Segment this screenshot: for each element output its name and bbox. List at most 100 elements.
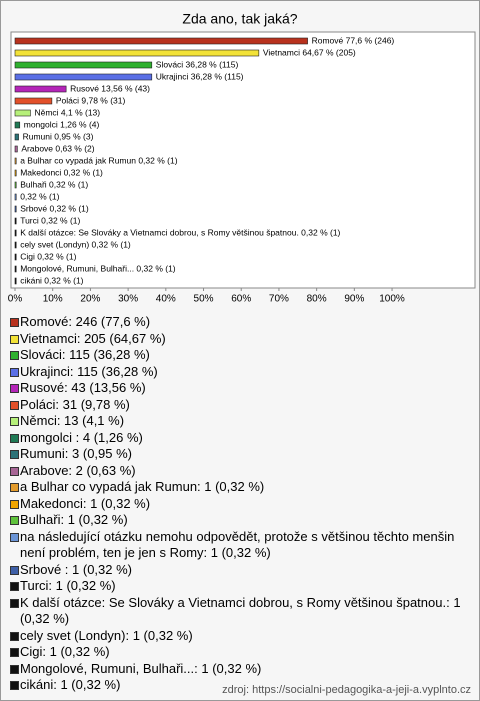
value-label: K další otázce: Se Slováky a Vietnamci d… (20, 227, 340, 237)
bar (14, 145, 18, 153)
x-tick-label: 70% (269, 294, 289, 305)
chart-title: Zda ano, tak jaká? (182, 11, 297, 27)
bar (14, 97, 53, 105)
legend-item: a Bulhar co vypadá jak Rumun: 1 (0,32 %) (10, 479, 472, 496)
value-label: a Bulhar co vypadá jak Rumun 0,32 % (1) (20, 155, 178, 165)
legend-swatch (10, 433, 19, 443)
bar (14, 109, 31, 117)
bar (14, 157, 17, 165)
legend-label: mongolci : 4 (1,26 %) (20, 429, 143, 445)
legend-item: Srbové : 1 (0,32 %) (10, 562, 472, 579)
bar (14, 169, 17, 177)
legend-swatch (10, 648, 19, 657)
legend-label: Rumuni: 3 (0,95 %) (20, 446, 132, 461)
legend-swatch (10, 351, 19, 360)
value-label: Slováci 36,28 % (115) (156, 59, 239, 69)
legend-item: Ukrajinci: 115 (36,28 %) (10, 364, 472, 381)
legend-item: Cigi: 1 (0,32 %) (10, 644, 472, 661)
legend-item: Turci: 1 (0,32 %) (10, 578, 472, 595)
legend-item: Arabove: 2 (0,63 %) (10, 463, 472, 480)
x-tick-label: 10% (43, 294, 63, 305)
legend-swatch (10, 384, 19, 393)
value-label: Poláci 9,78 % (31) (56, 95, 126, 105)
value-label: Němci 4,1 % (13) (34, 107, 100, 117)
legend-swatch (10, 582, 19, 591)
bar (14, 49, 260, 57)
legend-swatch (10, 483, 19, 492)
value-label: Srbové 0,32 % (1) (20, 203, 89, 213)
bar (14, 73, 153, 81)
value-label: 0,32 % (1) (20, 191, 59, 201)
bar (14, 37, 308, 45)
value-label: Ukrajinci 36,28 % (115) (156, 71, 244, 81)
value-label: Cigi 0,32 % (1) (20, 251, 76, 261)
legend-item: mongolci : 4 (1,26 %) (10, 430, 472, 447)
legend-swatch (10, 400, 19, 410)
legend-swatch (10, 664, 19, 674)
legend-swatch (10, 598, 19, 608)
legend-item: K další otázce: Se Slováky a Vietnamci d… (10, 595, 472, 628)
value-label: Bulhaři 0,32 % (1) (20, 179, 88, 189)
x-tick-label: 90% (344, 294, 364, 305)
legend-item: Poláci: 31 (9,78 %) (10, 397, 472, 414)
value-label: mongolci 1,26 % (4) (24, 119, 100, 129)
legend-swatch (10, 318, 19, 327)
legend-label: Slováci: 115 (36,28 %) (20, 347, 150, 362)
legend-label: cikáni: 1 (0,32 %) (20, 677, 121, 692)
legend-swatch (10, 499, 19, 509)
bar (14, 265, 17, 273)
value-label: Mongolové, Rumuni, Bulhaři... 0,32 % (1) (20, 263, 176, 273)
legend-item: na následující otázku nemohu odpovědět, … (10, 529, 472, 562)
x-tick-label: 0% (8, 294, 23, 305)
x-tick-label: 100% (379, 294, 405, 305)
bar (14, 253, 17, 261)
x-tick-label: 80% (307, 294, 327, 305)
legend-item: cely svet (Londyn): 1 (0,32 %) (10, 628, 472, 645)
legend-item: Mongolové, Rumuni, Bulhaři...: 1 (0,32 %… (10, 661, 472, 678)
legend-label: Mongolové, Rumuni, Bulhaři...: 1 (0,32 %… (20, 660, 262, 676)
legend-label: Bulhaři: 1 (0,32 %) (20, 512, 128, 527)
legend-label: Poláci: 31 (9,78 %) (20, 396, 130, 412)
x-tick-label: 20% (80, 294, 100, 305)
legend-item: Slováci: 115 (36,28 %) (10, 347, 472, 364)
legend-item: Bulhaři: 1 (0,32 %) (10, 512, 472, 529)
x-tick-label: 40% (156, 294, 176, 305)
x-tick-label: 60% (231, 294, 251, 305)
value-label: cely svet (Londyn) 0,32 % (1) (20, 239, 131, 249)
bar (14, 277, 17, 285)
bar (14, 241, 17, 249)
legend-label: Romové: 246 (77,6 %) (20, 314, 151, 329)
legend-swatch (10, 417, 19, 426)
legend-item: Němci: 13 (4,1 %) (10, 413, 472, 430)
legend-item: Rusové: 43 (13,56 %) (10, 380, 472, 397)
legend: Romové: 246 (77,6 %) Vietnamci: 205 (64,6… (10, 314, 472, 694)
x-tick-label: 50% (194, 294, 214, 305)
legend-swatch (10, 516, 19, 525)
value-label: cikáni 0,32 % (1) (20, 275, 83, 285)
value-label: Turci 0,32 % (1) (20, 215, 80, 225)
value-label: Rumuni 0,95 % (3) (23, 131, 94, 141)
bar (14, 205, 17, 213)
value-label: Rusové 13,56 % (43) (70, 83, 150, 93)
legend-swatch (10, 334, 19, 344)
legend-item: Vietnamci: 205 (64,67 %) (10, 331, 472, 348)
bar (14, 229, 17, 237)
bar (14, 61, 153, 69)
legend-label: na následující otázku nemohu odpovědět, … (20, 528, 455, 561)
legend-label: cely svet (Londyn): 1 (0,32 %) (20, 627, 193, 643)
legend-label: Němci: 13 (4,1 %) (20, 413, 125, 428)
value-label: Romové 77,6 % (246) (312, 35, 395, 45)
legend-item: cikáni: 1 (0,32 %) (10, 677, 472, 694)
legend-swatch (10, 532, 19, 542)
legend-swatch (10, 631, 19, 641)
legend-item: Makedonci: 1 (0,32 %) (10, 496, 472, 513)
legend-label: Cigi: 1 (0,32 %) (20, 644, 110, 659)
legend-item: Romové: 246 (77,6 %) (10, 314, 472, 331)
legend-label: a Bulhar co vypadá jak Rumun: 1 (0,32 %) (20, 479, 265, 494)
chart-svg: Zda ano, tak jaká? 0% 10% 20% 30% 40% 50% 60% 7… (8, 11, 476, 305)
legend-swatch (10, 681, 19, 690)
value-label: Arabove 0,63 % (2) (21, 143, 94, 153)
bar (14, 181, 17, 189)
legend-label: Makedonci: 1 (0,32 %) (20, 495, 151, 511)
